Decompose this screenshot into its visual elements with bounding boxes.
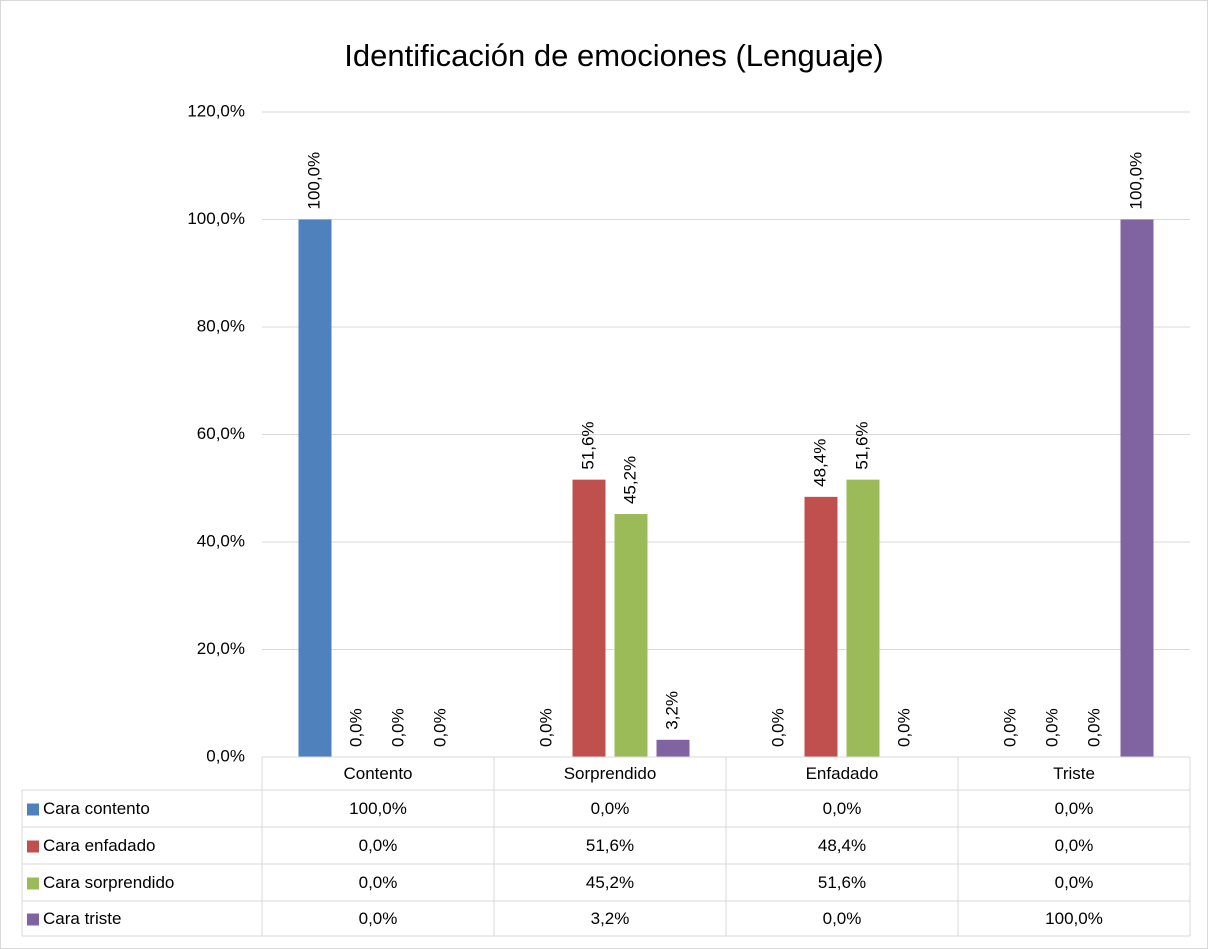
table-cell: 0,0% — [1055, 873, 1094, 892]
data-label: 48,4% — [810, 439, 829, 487]
x-tick-label: Sorprendido — [564, 764, 657, 783]
table-cell: 0,0% — [359, 836, 398, 855]
data-label: 0,0% — [894, 708, 913, 747]
data-label: 0,0% — [1084, 708, 1103, 747]
table-cell: 3,2% — [591, 909, 630, 928]
x-tick-label: Triste — [1053, 764, 1095, 783]
table-cell: 0,0% — [823, 909, 862, 928]
bar — [572, 479, 606, 757]
table-cell: 0,0% — [1055, 836, 1094, 855]
y-tick-label: 100,0% — [187, 209, 245, 228]
legend-label: Cara contento — [43, 799, 150, 818]
bar — [298, 219, 332, 757]
y-tick-label: 80,0% — [197, 316, 245, 335]
data-label: 0,0% — [768, 708, 787, 747]
table-cell: 0,0% — [591, 799, 630, 818]
data-label: 45,2% — [620, 456, 639, 504]
x-tick-label: Enfadado — [806, 764, 879, 783]
table-cell: 0,0% — [359, 873, 398, 892]
table-cell: 100,0% — [1045, 909, 1103, 928]
bar — [804, 496, 838, 757]
table-cell: 100,0% — [349, 799, 407, 818]
data-label: 0,0% — [346, 708, 365, 747]
data-label: 100,0% — [1126, 152, 1145, 210]
y-tick-label: 0,0% — [206, 746, 245, 765]
bar — [656, 739, 690, 757]
bar — [614, 514, 648, 757]
data-label: 0,0% — [536, 708, 555, 747]
x-tick-label: Contento — [344, 764, 413, 783]
y-tick-label: 120,0% — [187, 101, 245, 120]
data-label: 3,2% — [662, 691, 681, 730]
table-cell: 45,2% — [586, 873, 634, 892]
legend-swatch — [27, 913, 39, 926]
table-cell: 48,4% — [818, 836, 866, 855]
chart-title: Identificación de emociones (Lenguaje) — [344, 38, 883, 73]
table-cell: 0,0% — [359, 909, 398, 928]
table-cell: 0,0% — [1055, 799, 1094, 818]
data-label: 51,6% — [578, 421, 597, 469]
y-tick-label: 40,0% — [197, 531, 245, 550]
data-label: 100,0% — [304, 152, 323, 210]
legend-swatch — [27, 803, 39, 816]
data-label: 0,0% — [1042, 708, 1061, 747]
data-label: 51,6% — [852, 421, 871, 469]
data-label: 0,0% — [430, 708, 449, 747]
table-cell: 51,6% — [818, 873, 866, 892]
legend-label: Cara triste — [43, 909, 121, 928]
legend-swatch — [27, 840, 39, 853]
legend-label: Cara sorprendido — [43, 873, 174, 892]
y-tick-label: 60,0% — [197, 424, 245, 443]
bar — [1120, 219, 1154, 757]
data-label: 0,0% — [388, 708, 407, 747]
legend-label: Cara enfadado — [43, 836, 155, 855]
legend-swatch — [27, 877, 39, 890]
y-tick-label: 20,0% — [197, 639, 245, 658]
table-cell: 0,0% — [823, 799, 862, 818]
bar — [846, 479, 880, 757]
data-label: 0,0% — [1000, 708, 1019, 747]
table-cell: 51,6% — [586, 836, 634, 855]
